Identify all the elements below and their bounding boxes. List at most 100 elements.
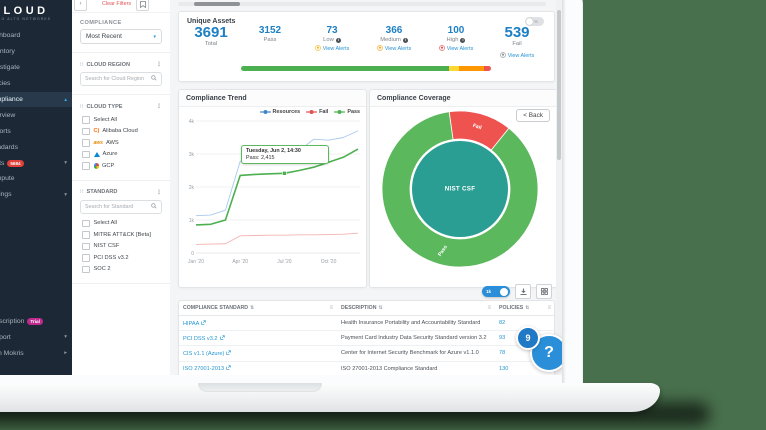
sort-icon[interactable]: ⇅ <box>525 305 530 311</box>
sidebar-item-investigate[interactable]: Investigate <box>0 60 72 76</box>
column-header-description[interactable]: DESCRIPTION ⇅ ≡ <box>337 301 495 316</box>
filter-option-gcp[interactable]: GCP <box>80 160 162 172</box>
standard-link[interactable]: HIPAA <box>179 315 337 332</box>
clear-filters-link[interactable]: Clear Filters <box>102 1 132 7</box>
standard-link[interactable]: PCI DSS v3.2 <box>179 330 337 347</box>
sidebar-item-reports[interactable]: Reports <box>0 123 72 139</box>
view-alerts-link[interactable]: View Alerts <box>303 45 361 53</box>
save-filter-button[interactable] <box>136 0 149 11</box>
horizontal-scrollbar[interactable] <box>178 2 546 6</box>
sidebar-item-dashboard[interactable]: Dashboard <box>0 28 72 44</box>
sidebar-item-john-mokris[interactable]: John Mokris ▸ <box>0 345 72 361</box>
filter-option-select-all[interactable]: Select All <box>80 114 162 126</box>
checkbox[interactable] <box>82 116 90 124</box>
filter-option-select-all[interactable]: Select All <box>80 218 162 230</box>
screen-content: CLOUD PALO ALTO NETWORKS Dashboard Invent… <box>0 0 562 375</box>
table-row: PCI DSS v3.2 Payment Card Industry Data S… <box>179 330 554 347</box>
filter-toolbar: ‹ Clear Filters <box>72 0 170 13</box>
checkbox[interactable] <box>82 127 90 135</box>
kebab-menu-icon[interactable]: ⋮ <box>156 62 162 68</box>
checkbox[interactable] <box>82 162 90 170</box>
filter-option-aws[interactable]: aws AWS <box>80 137 162 149</box>
collapse-panel-button[interactable]: ‹ <box>74 0 87 11</box>
filter-option-azure[interactable]: Azure <box>80 149 162 161</box>
sidebar-item-inventory[interactable]: Inventory <box>0 44 72 60</box>
checkbox[interactable] <box>82 150 90 158</box>
search-input-standard[interactable]: Search for Standard <box>80 199 162 214</box>
legend-item-fail[interactable]: Fail <box>306 109 328 115</box>
view-alerts-link[interactable]: View Alerts <box>361 45 427 53</box>
column-menu-icon[interactable]: ≡ <box>487 305 491 311</box>
checkbox[interactable] <box>82 265 90 273</box>
view-alerts-link[interactable]: View Alerts <box>427 45 485 53</box>
filter-section-standard: ∷ STANDARD ⋮ <box>80 189 162 196</box>
filter-option-pci-dss-v3-2[interactable]: PCI DSS v3.2 <box>80 252 162 264</box>
chat-notification-badge[interactable]: 9 <box>516 326 540 350</box>
column-menu-icon[interactable]: ≡ <box>329 305 333 311</box>
thousands-toggle[interactable]: 1k <box>482 286 510 297</box>
vertical-scrollbar[interactable] <box>556 0 562 375</box>
checkbox[interactable] <box>82 242 90 250</box>
time-range-select[interactable]: Most Recent ▾ <box>80 29 162 44</box>
percent-toggle[interactable]: % <box>525 17 544 26</box>
sidebar-item-label: Standards <box>0 143 18 151</box>
trend-chart[interactable]: 0 1k 2k 3k 4k Jan '20 Apr '20 Jul '20 Oct '20 <box>182 117 362 272</box>
sidebar-item-label: John Mokris <box>0 349 24 357</box>
table-row: ISO 27001-2013 ISO 27001-2013 Compliance … <box>179 361 554 375</box>
standard-link[interactable]: ISO 27001-2013 <box>179 361 337 375</box>
chevron-down-icon: ▾ <box>64 160 67 167</box>
view-alerts-link[interactable]: View Alerts <box>485 52 549 60</box>
search-input-cloud-region[interactable]: Search for Cloud Region <box>80 72 162 86</box>
filter-option-alibaba-cloud[interactable]: C) Alibaba Cloud <box>80 126 162 138</box>
column-header-compliance-standard[interactable]: COMPLIANCE STANDARD ⇅ ≡ <box>179 301 337 316</box>
standard-description: Center for Internet Security Benchmark f… <box>337 345 495 362</box>
vertical-scrollbar-thumb[interactable] <box>557 10 561 160</box>
sidebar-item-settings[interactable]: Settings ▾ <box>0 187 72 203</box>
stat-label-text: High <box>446 37 459 43</box>
legend-item-resources[interactable]: Resources <box>259 109 300 115</box>
sort-icon[interactable]: ⇅ <box>378 305 383 311</box>
badge-trial: Trial <box>27 317 43 325</box>
sidebar-item-alerts[interactable]: Alerts5684 ▾ <box>0 155 72 171</box>
drag-handle-icon[interactable]: ∷ <box>80 103 84 110</box>
legend-label: Fail <box>319 109 329 115</box>
filter-option-mitre-att-ck-beta[interactable]: MITRE ATT&CK [Beta] <box>80 229 162 241</box>
filter-option-nist-csf[interactable]: NIST CSF <box>80 241 162 253</box>
sidebar-item-overview[interactable]: Overview <box>0 107 72 123</box>
info-icon[interactable]: i <box>460 37 466 43</box>
standard-link[interactable]: CIS v1.1 (Azure) <box>179 345 337 362</box>
coverage-donut-chart[interactable]: Fail Pass NIST CSF <box>370 90 557 287</box>
sidebar-item-compliance[interactable]: Compliance ▴ <box>0 91 72 108</box>
checkbox[interactable] <box>82 139 90 147</box>
kebab-menu-icon[interactable]: ⋮ <box>156 189 162 196</box>
download-button[interactable] <box>515 284 531 299</box>
legend-item-pass[interactable]: Pass <box>334 109 360 115</box>
sidebar-item-support[interactable]: Support ▾ <box>0 329 72 345</box>
azure-logo <box>93 151 100 157</box>
drag-handle-icon[interactable]: ∷ <box>80 189 84 195</box>
kebab-menu-icon[interactable]: ⋮ <box>156 104 162 110</box>
column-menu-icon[interactable]: ≡ <box>547 305 551 311</box>
filter-option-soc-2[interactable]: SOC 2 <box>80 264 162 276</box>
horizontal-scrollbar-thumb[interactable] <box>194 2 240 6</box>
back-button[interactable]: < Back <box>516 109 550 122</box>
filter-section-title: CLOUD TYPE <box>86 103 123 110</box>
filter-section-cloud-type: ∷ CLOUD TYPE ⋮ <box>80 103 162 111</box>
sidebar-item-policies[interactable]: Policies <box>0 76 72 92</box>
tooltip-date: Tuesday, Jun 2, 14:30 <box>246 148 301 154</box>
sidebar-item-subscription[interactable]: SubscriptionTrial <box>0 313 72 329</box>
question-mark-icon: ? <box>544 344 554 361</box>
info-icon[interactable]: i <box>335 37 341 43</box>
stat-label: Medium i <box>361 37 427 43</box>
checkbox[interactable] <box>82 231 90 239</box>
checkbox[interactable] <box>82 219 90 227</box>
checkbox[interactable] <box>82 254 90 262</box>
info-icon[interactable]: i <box>402 37 408 43</box>
grid-view-button[interactable] <box>536 284 552 299</box>
column-header-policies[interactable]: POLICIES ⇅ ≡ <box>495 301 554 316</box>
sort-icon[interactable]: ⇅ <box>250 305 255 311</box>
sidebar-item-compute[interactable]: Compute <box>0 171 72 187</box>
compliance-coverage-card: Compliance Coverage Fail Pass NIST CSF < B… <box>369 89 558 288</box>
sidebar-item-standards[interactable]: Standards <box>0 139 72 155</box>
drag-handle-icon[interactable]: ∷ <box>80 61 84 68</box>
